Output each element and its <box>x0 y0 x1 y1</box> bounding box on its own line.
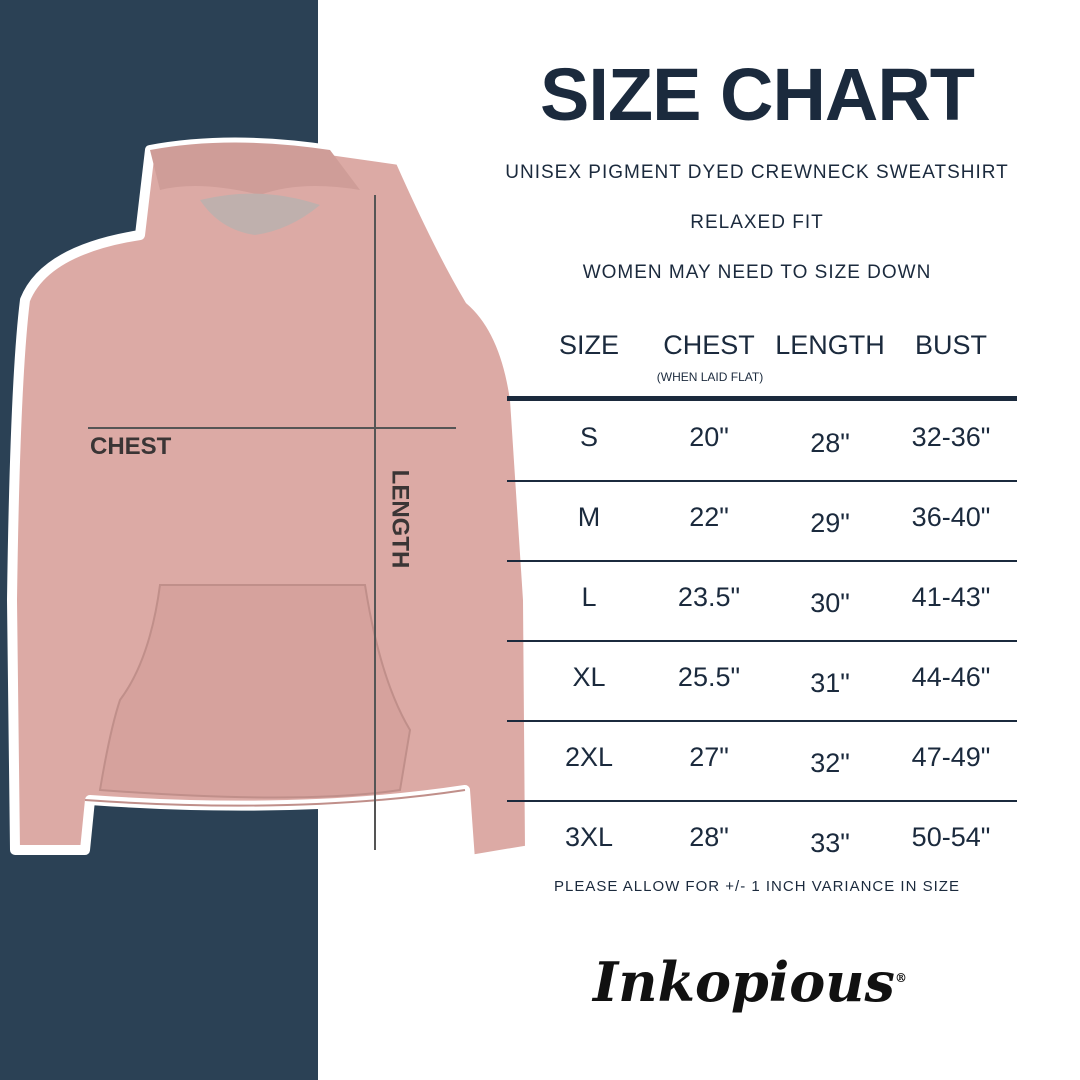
cell-length: 30" <box>810 588 850 618</box>
cell-size: 2XL <box>564 742 614 772</box>
cell-length: 32" <box>810 748 850 778</box>
footnote: PLEASE ALLOW FOR +/- 1 INCH VARIANCE IN … <box>554 878 960 895</box>
header-bust: BUST <box>914 330 987 360</box>
row-divider <box>507 560 1017 562</box>
cell-size: M <box>577 502 601 532</box>
cell-length: 29" <box>810 508 850 538</box>
hoodie-image <box>12 142 530 860</box>
cell-chest: 22" <box>689 502 729 532</box>
hood-opening <box>150 142 360 195</box>
inkopious-logo: Inkopious® <box>593 950 907 1014</box>
header-size: SIZE <box>558 330 619 360</box>
chest-note: (WHEN LAID FLAT) <box>656 370 764 384</box>
cell-size: XL <box>572 662 606 692</box>
cell-size: 3XL <box>564 822 614 852</box>
cell-bust: 36-40" <box>911 502 991 532</box>
subtitle-sizing-note: WOMEN MAY NEED TO SIZE DOWN <box>582 262 932 283</box>
header-chest: CHEST <box>663 330 755 360</box>
cell-size: S <box>579 422 598 452</box>
cell-bust: 47-49" <box>911 742 991 772</box>
header-divider <box>507 396 1017 401</box>
chest-label: CHEST <box>90 433 172 460</box>
hood-lining <box>200 193 320 235</box>
length-label: LENGTH <box>386 469 414 569</box>
subtitle-product: UNISEX PIGMENT DYED CREWNECK SWEATSHIRT <box>505 162 1009 183</box>
page-title: SIZE CHART <box>540 53 975 136</box>
row-divider <box>507 800 1017 802</box>
row-divider <box>507 480 1017 482</box>
cell-bust: 32-36" <box>911 422 991 452</box>
cell-chest: 28" <box>689 822 729 852</box>
row-divider <box>507 640 1017 642</box>
cell-chest: 25.5" <box>677 662 741 692</box>
cell-length: 28" <box>810 428 850 458</box>
cell-chest: 27" <box>689 742 729 772</box>
cell-length: 33" <box>810 828 850 858</box>
header-length: LENGTH <box>775 330 885 360</box>
cell-bust: 41-43" <box>911 582 991 612</box>
cell-chest: 20" <box>689 422 729 452</box>
cell-bust: 50-54" <box>911 822 991 852</box>
cell-chest: 23.5" <box>677 582 741 612</box>
cell-bust: 44-46" <box>911 662 991 692</box>
kangaroo-pocket <box>98 584 412 799</box>
subtitle-fit: RELAXED FIT <box>690 212 824 233</box>
row-divider <box>507 720 1017 722</box>
cell-size: L <box>581 582 597 612</box>
cell-length: 31" <box>810 668 850 698</box>
